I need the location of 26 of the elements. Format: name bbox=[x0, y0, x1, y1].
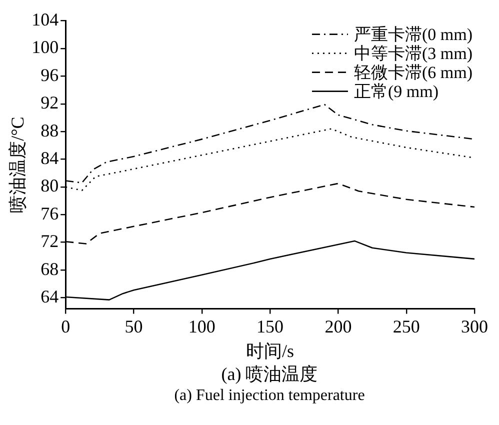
x-tick-label: 200 bbox=[324, 316, 352, 336]
y-tick-label: 76 bbox=[40, 203, 59, 224]
x-tick-label: 100 bbox=[188, 316, 216, 336]
x-tick-label: 150 bbox=[256, 316, 284, 336]
legend-label: 轻微卡滞(6 mm) bbox=[354, 62, 473, 82]
y-tick-label: 100 bbox=[32, 37, 59, 58]
x-tick-label: 300 bbox=[461, 316, 488, 336]
x-tick-label: 250 bbox=[392, 316, 420, 336]
y-tick-label: 84 bbox=[40, 148, 59, 168]
x-axis-title: 时间/s bbox=[246, 340, 294, 361]
y-tick-label: 88 bbox=[40, 120, 59, 140]
x-tick-label: 50 bbox=[124, 316, 143, 336]
y-tick-label: 104 bbox=[32, 10, 59, 30]
legend-label: 中等卡滞(3 mm) bbox=[354, 44, 473, 63]
x-tick-label: 0 bbox=[61, 316, 70, 336]
y-tick-label: 92 bbox=[40, 92, 59, 113]
text: (a) 喷油温度 bbox=[220, 363, 319, 385]
y-tick-label: 68 bbox=[40, 258, 59, 279]
y-tick-label: 96 bbox=[40, 64, 59, 85]
legend-label: 正常(9 mm) bbox=[354, 82, 439, 101]
legend-label: 严重卡滞(0 mm) bbox=[354, 24, 473, 44]
text: (a) Fuel injection temperature bbox=[173, 386, 366, 406]
y-tick-label: 72 bbox=[40, 231, 59, 252]
y-tick-label: 64 bbox=[40, 286, 59, 306]
y-tick-label: 80 bbox=[40, 176, 59, 196]
y-axis-title: 喷油温度/°C bbox=[8, 116, 28, 213]
